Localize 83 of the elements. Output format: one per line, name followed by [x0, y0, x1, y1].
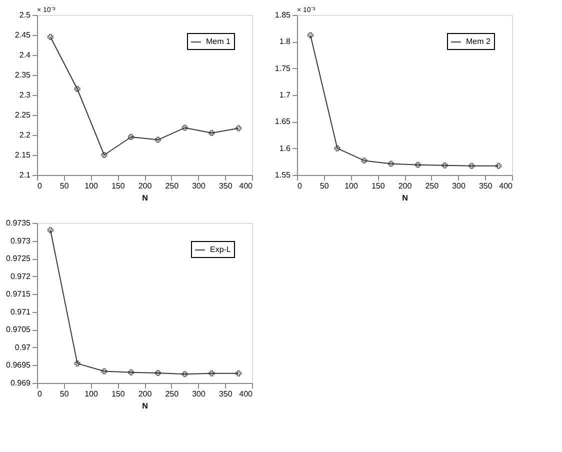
- x-tick-label: 150: [371, 182, 386, 190]
- point: [388, 160, 394, 167]
- y-tick-label: 0.971: [10, 307, 32, 316]
- point: [101, 152, 108, 158]
- point: [74, 360, 80, 366]
- y-tick-label: 0.9695: [6, 360, 32, 370]
- x-tick-label: 350: [478, 182, 493, 190]
- y-tick-label: 1.65: [274, 117, 292, 126]
- y-tick-label: 1.7: [279, 90, 292, 100]
- point: [307, 32, 314, 38]
- x-tick-label: 200: [138, 182, 152, 190]
- y-tick-label: 0.9715: [6, 290, 32, 299]
- y-tick-label: 2.2: [19, 130, 32, 140]
- x-tick-label: 200: [138, 390, 152, 398]
- x-tick-label: 250: [165, 182, 180, 190]
- x-tick-label: 200: [398, 182, 412, 190]
- point: [128, 134, 134, 140]
- point: [128, 369, 134, 376]
- point: [334, 145, 340, 152]
- x-tick-label: 0: [38, 182, 42, 190]
- x-axis-title: N: [402, 194, 408, 202]
- point: [468, 162, 475, 169]
- y-tick-label: 2.25: [14, 110, 32, 120]
- x-tick-label: 50: [60, 182, 70, 190]
- point: [442, 162, 448, 168]
- point: [208, 370, 215, 376]
- point: [496, 162, 502, 169]
- x-tick-label: 100: [84, 390, 98, 398]
- x-axis-title: N: [142, 194, 148, 202]
- y-tick-label: 0.973: [10, 236, 32, 246]
- y-tick-label: 1.55: [274, 170, 292, 180]
- y-tick-label: 0.972: [10, 272, 32, 281]
- point: [101, 368, 108, 374]
- point: [236, 125, 242, 132]
- y-tick-label: 0.9705: [6, 325, 32, 334]
- point: [361, 158, 368, 164]
- y-tick-label: 1.8: [279, 37, 292, 46]
- y-tick-label: 2.15: [14, 150, 32, 160]
- point: [74, 86, 80, 92]
- x-tick-label: 300: [192, 390, 206, 398]
- point: [182, 371, 188, 378]
- point: [154, 370, 161, 376]
- x-tick-label: 350: [218, 182, 233, 190]
- x-tick-label: 100: [344, 182, 358, 190]
- point: [414, 162, 421, 168]
- y-tick-label: 0.969: [10, 378, 32, 388]
- x-tick-label: 250: [425, 182, 440, 190]
- y-tick-label: 0.9725: [6, 254, 32, 264]
- x-tick-label: 0: [38, 390, 42, 398]
- y-tick-label: 1.75: [274, 64, 292, 73]
- x-tick-label: 350: [218, 390, 233, 398]
- x-tick-label: 400: [239, 390, 254, 398]
- y-tick-label: 2.35: [14, 70, 32, 80]
- y-tick-label: 2.3: [19, 90, 32, 100]
- x-tick-label: 50: [60, 390, 70, 398]
- y-tick-label: 0.9735: [6, 218, 32, 228]
- x-tick-label: 250: [165, 390, 180, 398]
- legend-label: Mem 2: [466, 37, 491, 46]
- x-tick-label: 0: [298, 182, 302, 190]
- legend-label: Exp-L: [210, 245, 232, 254]
- y-tick-label: 0.97: [14, 342, 32, 352]
- x-tick-label: 300: [192, 182, 206, 190]
- point: [208, 130, 215, 136]
- y-tick-label: 2.4: [19, 50, 32, 60]
- point: [47, 34, 54, 40]
- x-tick-label: 150: [111, 390, 126, 398]
- y-tick-label: 1.85: [274, 10, 292, 20]
- y-tick-label: 2.45: [14, 30, 32, 40]
- point: [182, 124, 188, 131]
- point: [154, 136, 161, 143]
- point: [236, 370, 242, 376]
- x-tick-label: 100: [84, 182, 98, 190]
- x-tick-label: 50: [320, 182, 330, 190]
- x-axis-title: N: [142, 402, 148, 410]
- x-tick-label: 300: [452, 182, 466, 190]
- x-tick-label: 400: [499, 182, 514, 190]
- y-tick-label: 1.6: [279, 144, 292, 153]
- x-tick-label: 150: [111, 182, 126, 190]
- point: [47, 227, 54, 234]
- legend-label: Mem 1: [206, 37, 231, 46]
- x-tick-label: 400: [239, 182, 254, 190]
- y-tick-label: 2.5: [19, 10, 32, 20]
- y-tick-label: 2.1: [19, 170, 32, 180]
